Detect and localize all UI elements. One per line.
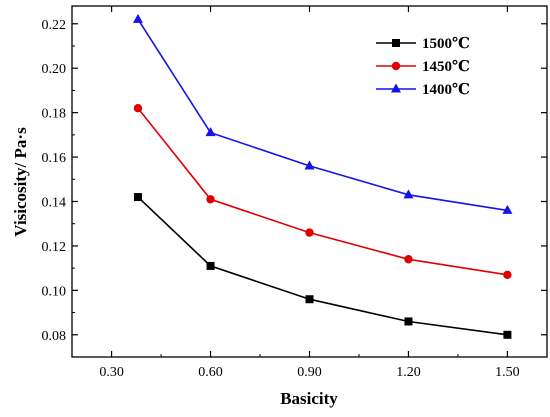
x-tick-label: 0.90 (297, 365, 322, 380)
y-tick-label: 0.18 (42, 107, 67, 122)
y-tick-label: 0.10 (42, 284, 67, 299)
y-tick-label: 0.16 (42, 151, 67, 166)
data-point-s0-1 (206, 261, 215, 270)
legend-marker-0 (392, 39, 400, 47)
x-tick-label: 1.20 (396, 365, 421, 380)
y-tick-label: 0.08 (42, 329, 67, 344)
data-point-s2-2 (304, 160, 315, 170)
y-tick-label: 0.22 (42, 18, 67, 33)
data-point-s1-4 (503, 270, 512, 280)
y-tick-label: 0.12 (42, 240, 67, 255)
data-point-s1-1 (206, 195, 215, 204)
data-point-s0-0 (133, 193, 142, 202)
legend-label-2: 1400℃ (422, 82, 470, 98)
x-tick-label: 0.60 (198, 365, 223, 380)
data-point-s0-3 (404, 317, 413, 326)
data-point-s0-2 (305, 295, 314, 304)
plot-area (132, 13, 513, 339)
legend: 1500℃ 1450℃ 1400℃ (376, 36, 470, 98)
legend-marker-2 (391, 83, 401, 93)
data-point-s1-2 (305, 228, 314, 237)
x-tick-label: 1.50 (495, 365, 520, 380)
legend-marker-1 (391, 61, 401, 71)
data-point-s2-4 (502, 204, 513, 214)
data-point-s2-3 (403, 189, 414, 199)
legend-label-1: 1450℃ (422, 59, 470, 75)
data-point-s1-3 (404, 255, 413, 264)
legend-label-0: 1500℃ (422, 36, 470, 52)
data-point-s1-0 (133, 103, 143, 113)
axes: 0.30 0.60 0.90 1.20 1.50 0.08 0.10 0.12 0.14 0.16… (42, 5, 548, 380)
y-tick-label: 0.14 (42, 195, 67, 210)
x-axis-title: Basicity (280, 389, 338, 408)
y-axis-title: Visicosity/ Pa·s (11, 127, 30, 237)
data-point-s0-4 (503, 330, 512, 339)
data-point-s2-0 (132, 13, 143, 23)
data-point-s2-1 (205, 127, 216, 137)
x-tick-label: 0.30 (99, 365, 124, 380)
y-tick-label: 0.20 (42, 62, 67, 77)
